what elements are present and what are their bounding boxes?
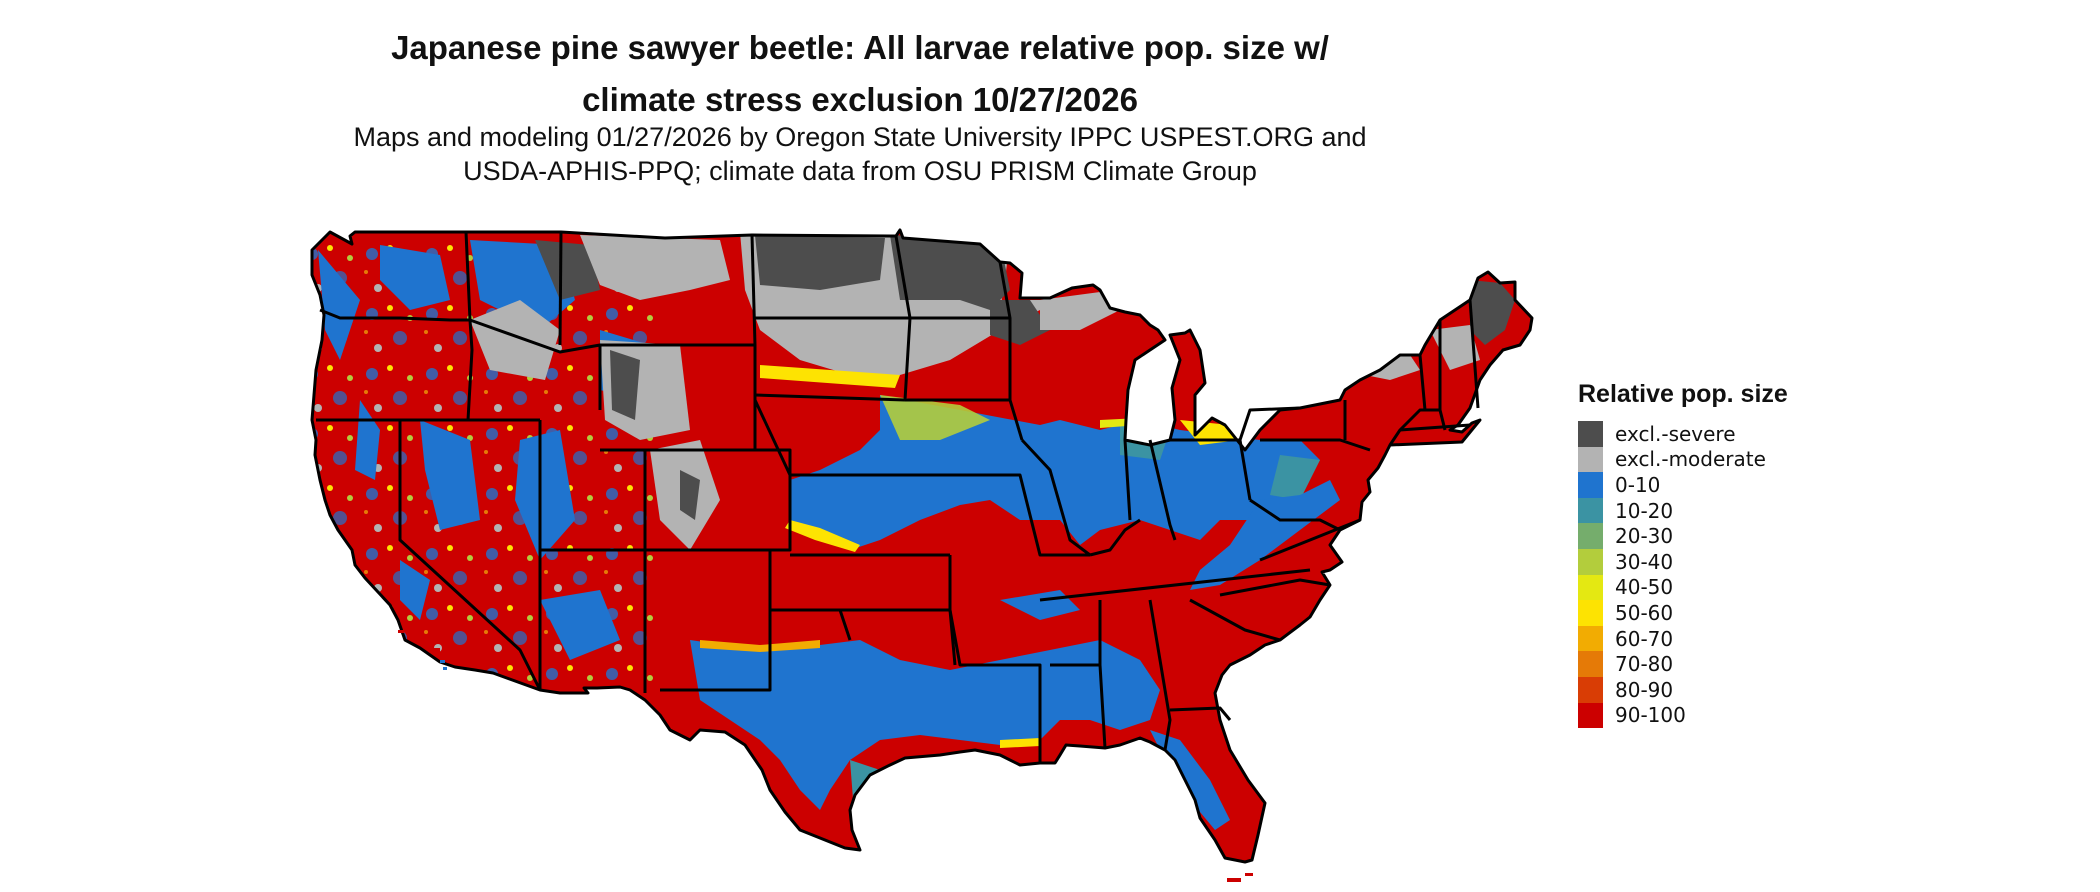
legend-title: Relative pop. size bbox=[1578, 380, 1788, 408]
legend-swatch bbox=[1578, 446, 1603, 473]
legend-label: 80-90 bbox=[1615, 677, 1674, 702]
map-title: Japanese pine sawyer beetle: All larvae … bbox=[330, 22, 1390, 126]
legend-item: 10-20 bbox=[1578, 497, 1788, 524]
legend-label: 40-50 bbox=[1615, 575, 1674, 600]
legend-swatch bbox=[1578, 472, 1603, 498]
islands bbox=[398, 630, 1253, 882]
state-boundaries bbox=[310, 228, 1534, 864]
legend-swatch bbox=[1578, 676, 1603, 703]
legend-label: 0-10 bbox=[1615, 472, 1661, 497]
legend-item: 40-50 bbox=[1578, 574, 1788, 601]
legend-label: excl.-severe bbox=[1615, 421, 1736, 446]
legend-item: 90-100 bbox=[1578, 702, 1788, 729]
legend-item: 60-70 bbox=[1578, 625, 1788, 652]
legend-label: 10-20 bbox=[1615, 498, 1674, 523]
legend-swatch bbox=[1578, 600, 1603, 626]
legend-swatch bbox=[1578, 651, 1603, 677]
subtitle-line-2: USDA-APHIS-PPQ; climate data from OSU PR… bbox=[463, 156, 1257, 186]
legend-swatch bbox=[1578, 523, 1603, 549]
subtitle-line-1: Maps and modeling 01/27/2026 by Oregon S… bbox=[353, 122, 1367, 152]
legend-label: excl.-moderate bbox=[1615, 447, 1766, 472]
title-line-1: Japanese pine sawyer beetle: All larvae … bbox=[391, 29, 1329, 66]
legend-swatch bbox=[1578, 702, 1603, 729]
legend-item: excl.-severe bbox=[1578, 421, 1788, 447]
legend-label: 70-80 bbox=[1615, 652, 1674, 677]
legend-swatch bbox=[1578, 625, 1603, 652]
legend-label: 60-70 bbox=[1615, 626, 1674, 651]
legend-items: excl.-severe excl.-moderate 0-10 10-20 20-30… bbox=[1578, 421, 1788, 729]
map-subtitle: Maps and modeling 01/27/2026 by Oregon S… bbox=[330, 120, 1390, 188]
legend-item: 0-10 bbox=[1578, 472, 1788, 498]
legend-item: 80-90 bbox=[1578, 676, 1788, 703]
legend-swatch bbox=[1578, 497, 1603, 524]
legend-label: 50-60 bbox=[1615, 600, 1674, 625]
legend-item: 50-60 bbox=[1578, 600, 1788, 626]
legend-label: 30-40 bbox=[1615, 549, 1674, 574]
title-line-2: climate stress exclusion 10/27/2026 bbox=[582, 81, 1138, 118]
legend-item: 70-80 bbox=[1578, 651, 1788, 677]
map-legend: Relative pop. size excl.-severe excl.-mod… bbox=[1578, 380, 1788, 729]
legend-swatch bbox=[1578, 548, 1603, 575]
legend-item: excl.-moderate bbox=[1578, 446, 1788, 473]
legend-swatch bbox=[1578, 574, 1603, 601]
legend-label: 90-100 bbox=[1615, 703, 1686, 728]
legend-item: 30-40 bbox=[1578, 548, 1788, 575]
legend-swatch bbox=[1578, 421, 1603, 447]
legend-item: 20-30 bbox=[1578, 523, 1788, 549]
legend-label: 20-30 bbox=[1615, 524, 1674, 549]
